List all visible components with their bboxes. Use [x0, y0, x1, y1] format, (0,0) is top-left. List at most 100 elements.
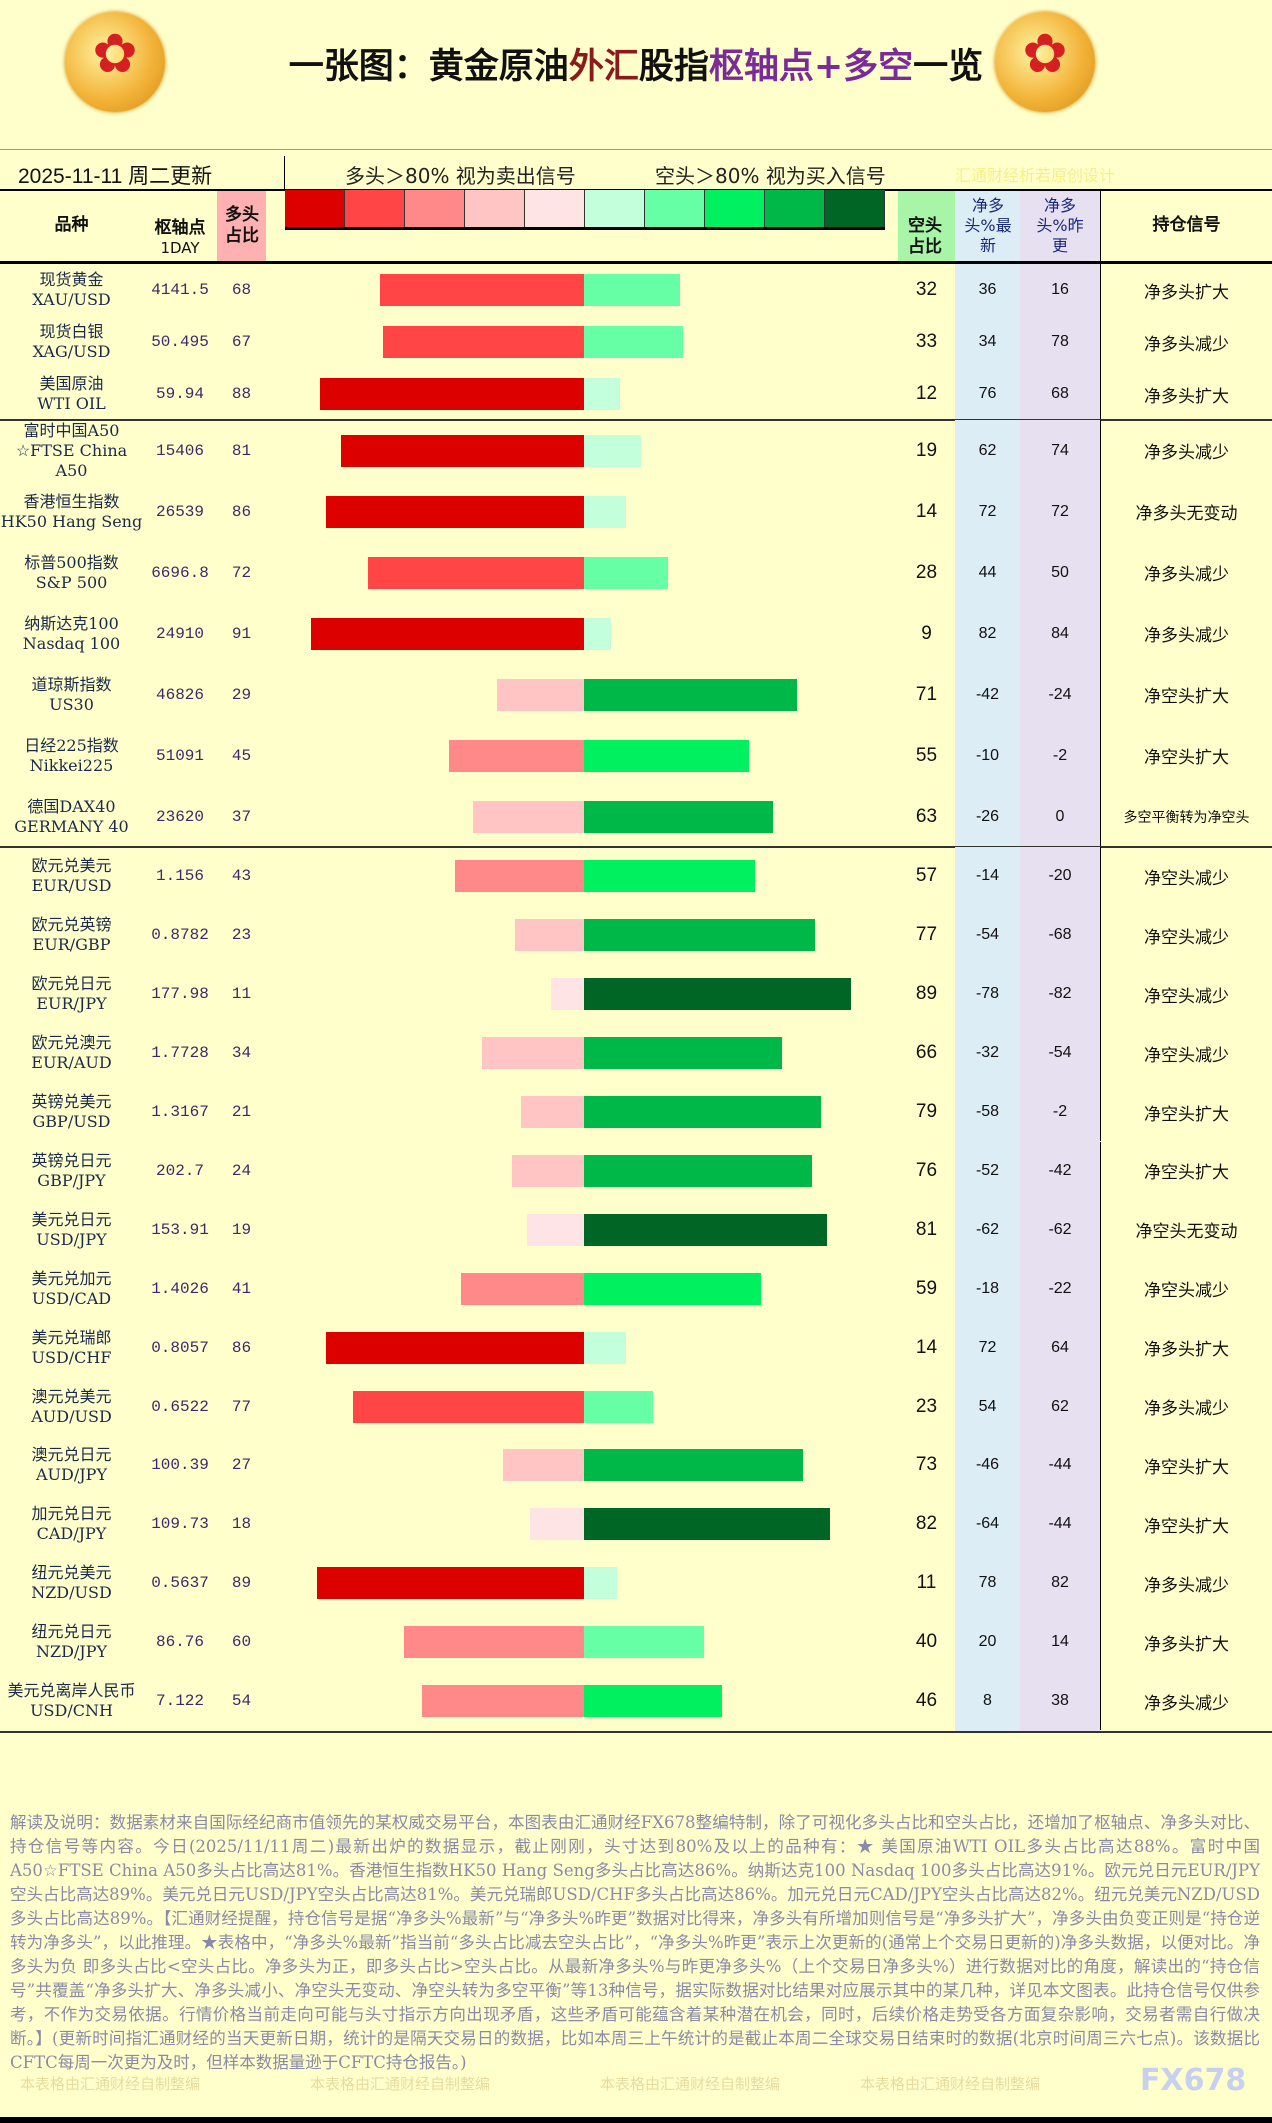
net-long-previous: -42 — [1020, 1141, 1100, 1201]
pivot-value: 4141.5 — [151, 281, 209, 299]
instrument-cn: 美元兑瑞郎 — [31, 1327, 112, 1347]
net-long-previous: -54 — [1020, 1023, 1100, 1083]
long-percent: 21 — [231, 1103, 252, 1122]
net-long-previous: 84 — [1020, 603, 1100, 664]
long-bar — [449, 739, 584, 772]
long-percent: 67 — [231, 333, 252, 351]
net-long-previous: -24 — [1020, 664, 1100, 725]
table-row: 日经225指数 Nikkei225 51091 45 55 -10 -2 净空头扩大 — [0, 725, 1272, 786]
pivot-value: 59.94 — [155, 385, 204, 403]
short-percent: 32 — [915, 279, 938, 300]
pivot-value: 1.4026 — [151, 1279, 209, 1298]
table-row: 美元兑日元 USD/JPY 153.91 19 81 -62 -62 净空头无变动 — [0, 1200, 1272, 1260]
short-percent: 59 — [915, 1277, 938, 1299]
table-row: 美元兑加元 USD/CAD 1.4026 41 59 -18 -22 净空头减少 — [0, 1259, 1272, 1319]
header-signal: 持仓信号 — [1100, 190, 1272, 262]
instrument-name: 欧元兑美元 EUR/USD — [0, 847, 143, 906]
pivot-value: 23620 — [155, 807, 204, 826]
net-long-latest: -26 — [955, 786, 1020, 847]
header-pivot: 枢轴点 1DAY — [143, 190, 217, 262]
brand-logo: FX678 — [1140, 2063, 1247, 2098]
instrument-code: WTI OIL — [37, 394, 106, 413]
short-bar — [584, 919, 815, 952]
instrument-code: Nasdaq 100 — [22, 633, 121, 653]
title-part: 一览 — [913, 47, 984, 87]
table-row: 澳元兑美元 AUD/USD 0.6522 77 23 54 62 净多头减少 — [0, 1377, 1272, 1436]
net-long-previous: 50 — [1020, 542, 1100, 603]
pivot-value: 50.495 — [151, 333, 209, 351]
position-signal: 净空头减少 — [1100, 1259, 1272, 1319]
table-row: 现货黄金 XAU/USD 4141.5 68 32 36 16 净多头扩大 — [0, 264, 1272, 316]
long-percent: 27 — [231, 1456, 252, 1475]
position-signal: 净空头扩大 — [1100, 725, 1272, 786]
group-divider — [0, 419, 1272, 421]
divider — [0, 261, 1272, 264]
instrument-name: 纽元兑美元 NZD/USD — [0, 1554, 143, 1613]
table-row: 道琼斯指数 US30 46826 29 71 -42 -24 净空头扩大 — [0, 664, 1272, 725]
watermark: 本表格由汇通财经自制整编 — [600, 2075, 781, 2093]
instrument-cn: 欧元兑澳元 — [31, 1033, 112, 1053]
position-signal: 净多头减少 — [1100, 316, 1272, 368]
long-percent: 77 — [231, 1397, 252, 1416]
instrument-cn: 日经225指数 — [24, 735, 119, 755]
short-bar — [584, 1272, 761, 1305]
long-bar — [326, 495, 584, 528]
table-row: 标普500指数 S&P 500 6696.8 72 28 44 50 净多头减少 — [0, 542, 1272, 603]
position-signal: 净空头无变动 — [1100, 1200, 1272, 1260]
legend-swatch — [765, 190, 825, 227]
long-percent: 86 — [231, 1338, 252, 1357]
short-percent: 33 — [915, 331, 938, 352]
table-row: 澳元兑日元 AUD/JPY 100.39 27 73 -46 -44 净空头扩大 — [0, 1436, 1272, 1495]
logo-icon — [995, 12, 1095, 112]
instrument-cn: 富时中国A50 — [23, 420, 120, 440]
short-bar — [584, 1626, 704, 1659]
net-long-latest: -54 — [955, 905, 1020, 965]
pivot-value: 86.76 — [155, 1633, 204, 1652]
watermark: 本表格由汇通财经自制整编 — [860, 2075, 1041, 2093]
position-signal: 净多头减少 — [1100, 1377, 1272, 1436]
position-signal: 净空头扩大 — [1100, 664, 1272, 725]
legend-swatch — [585, 190, 645, 227]
short-percent: 23 — [915, 1395, 938, 1417]
legend-swatch — [525, 190, 585, 227]
table-row: 美国原油 WTI OIL 59.94 88 12 76 68 净多头扩大 — [0, 368, 1272, 420]
net-long-previous: -44 — [1020, 1436, 1100, 1495]
short-percent: 89 — [915, 983, 938, 1005]
long-percent: 86 — [231, 502, 252, 521]
instrument-name: 日经225指数 Nikkei225 — [0, 725, 143, 786]
short-bar — [584, 274, 680, 306]
position-signal: 多空平衡转为净空头 — [1100, 786, 1272, 847]
long-percent: 68 — [231, 281, 252, 299]
position-signal: 净多头扩大 — [1100, 1318, 1272, 1378]
table-row: 纽元兑日元 NZD/JPY 86.76 60 40 20 14 净多头扩大 — [0, 1612, 1272, 1672]
header-name: 品种 — [54, 215, 89, 236]
short-header-bg — [898, 190, 955, 262]
position-signal: 净多头扩大 — [1100, 368, 1272, 420]
instrument-cn: 澳元兑日元 — [31, 1445, 112, 1465]
instrument-cn: 欧元兑日元 — [31, 974, 112, 994]
header-pivot-label: 枢轴点 — [154, 218, 206, 238]
long-percent: 11 — [231, 985, 252, 1004]
net-long-previous: 38 — [1020, 1671, 1100, 1731]
net-long-previous: -2 — [1020, 1082, 1100, 1142]
table-row: 欧元兑英镑 EUR/GBP 0.8782 23 77 -54 -68 净空头减少 — [0, 905, 1272, 965]
instrument-code: GBP/USD — [32, 1112, 111, 1132]
short-percent: 9 — [921, 622, 932, 644]
position-signal: 净空头扩大 — [1100, 1141, 1272, 1201]
long-percent: 89 — [231, 1574, 252, 1593]
instrument-name: 纽元兑日元 NZD/JPY — [0, 1613, 143, 1672]
long-percent: 88 — [231, 385, 252, 403]
table-row: 英镑兑日元 GBP/JPY 202.7 24 76 -52 -42 净空头扩大 — [0, 1141, 1272, 1201]
net-long-latest: 54 — [955, 1377, 1020, 1436]
position-signal: 净空头减少 — [1100, 1023, 1272, 1083]
long-percent: 18 — [231, 1515, 252, 1534]
net-long-latest: -18 — [955, 1259, 1020, 1319]
instrument-name: 澳元兑日元 AUD/JPY — [0, 1436, 143, 1495]
long-bar — [311, 617, 584, 650]
pivot-value: 109.73 — [151, 1515, 209, 1534]
net-long-previous: -68 — [1020, 905, 1100, 965]
net-long-previous: -2 — [1020, 725, 1100, 786]
position-signal: 净多头扩大 — [1100, 1612, 1272, 1672]
net-long-latest: 20 — [955, 1612, 1020, 1672]
instrument-name: 欧元兑英镑 EUR/GBP — [0, 906, 143, 965]
